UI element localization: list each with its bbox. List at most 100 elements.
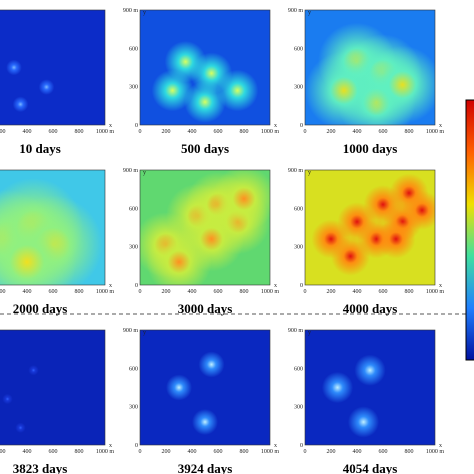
- x-tick-label: 600: [214, 289, 223, 295]
- plume: [15, 422, 26, 433]
- x-tick-label: 400: [23, 129, 32, 135]
- panel-caption: 3924 days: [178, 461, 233, 474]
- y-tick-label: 300: [129, 405, 138, 411]
- plume: [184, 81, 226, 123]
- x-tick-label: 400: [23, 289, 32, 295]
- x-tick-label: 200: [162, 129, 171, 135]
- y-tick-label: 0: [135, 443, 138, 449]
- y-axis-label: y: [143, 170, 146, 176]
- x-tick-label: 1000 m: [261, 289, 280, 295]
- panel-caption: 1000 days: [343, 141, 398, 156]
- plume: [402, 190, 435, 230]
- x-tick-label: 1000 m: [96, 289, 115, 295]
- x-axis-label: x: [109, 283, 112, 289]
- plume: [28, 365, 39, 376]
- x-tick-label: 600: [379, 129, 388, 135]
- y-tick-label: 900 m: [288, 168, 304, 174]
- x-tick-label: 600: [49, 449, 58, 455]
- x-tick-label: 400: [23, 449, 32, 455]
- plume: [211, 170, 270, 232]
- y-tick-label: 300: [294, 85, 303, 91]
- plume: [6, 59, 22, 76]
- x-tick-label: 800: [75, 449, 84, 455]
- colorbar: [465, 99, 474, 361]
- x-tick-label: 200: [0, 449, 6, 455]
- heatmap-panel: [0, 170, 105, 285]
- x-tick-label: 800: [240, 129, 249, 135]
- y-tick-label: 600: [294, 46, 303, 52]
- plume: [0, 212, 77, 285]
- x-tick-label: 800: [75, 289, 84, 295]
- x-tick-label: 200: [0, 129, 6, 135]
- x-tick-label: 800: [405, 289, 414, 295]
- y-tick-label: 900 m: [123, 8, 139, 14]
- x-tick-label: 0: [304, 289, 307, 295]
- x-tick-label: 800: [240, 289, 249, 295]
- plume: [363, 45, 435, 124]
- y-tick-label: 0: [135, 283, 138, 289]
- plume: [216, 69, 259, 112]
- panel-frame: [304, 169, 436, 286]
- x-tick-label: 1000 m: [426, 289, 445, 295]
- plume: [38, 79, 55, 95]
- x-tick-label: 800: [75, 129, 84, 135]
- plume: [347, 406, 380, 438]
- x-axis-label: x: [439, 443, 442, 449]
- x-tick-label: 800: [240, 449, 249, 455]
- panel-caption: 10 days: [19, 141, 61, 156]
- x-tick-label: 0: [139, 129, 142, 135]
- x-tick-label: 0: [304, 449, 307, 455]
- heatmap-panel: [140, 10, 270, 125]
- x-tick-label: 1000 m: [261, 449, 280, 455]
- x-tick-label: 1000 m: [261, 129, 280, 135]
- x-tick-label: 200: [0, 289, 6, 295]
- y-tick-label: 900 m: [288, 328, 304, 334]
- y-axis-label: y: [308, 10, 311, 16]
- heatmap-panel: [305, 330, 435, 445]
- panel-frame: [139, 9, 271, 126]
- panel-caption: 3823 days: [13, 461, 68, 474]
- x-tick-label: 400: [188, 289, 197, 295]
- x-tick-label: 200: [162, 289, 171, 295]
- y-tick-label: 0: [300, 443, 303, 449]
- x-tick-label: 600: [379, 289, 388, 295]
- x-axis-label: x: [274, 443, 277, 449]
- panel-frame: [304, 329, 436, 446]
- panel-caption: 4000 days: [343, 301, 398, 316]
- plume: [354, 354, 386, 386]
- heatmap-panel: [0, 330, 105, 445]
- y-tick-label: 600: [294, 366, 303, 372]
- y-axis-label: y: [143, 10, 146, 16]
- panel-frame: [139, 329, 271, 446]
- y-tick-label: 600: [294, 206, 303, 212]
- x-axis-label: x: [274, 123, 277, 129]
- y-tick-label: 300: [129, 245, 138, 251]
- x-tick-label: 400: [353, 449, 362, 455]
- x-tick-label: 200: [327, 289, 336, 295]
- x-tick-label: 800: [405, 449, 414, 455]
- plume: [376, 219, 416, 259]
- heatmap-panel: [140, 330, 270, 445]
- heatmap-panel: [305, 10, 435, 125]
- x-tick-label: 1000 m: [96, 449, 115, 455]
- y-tick-label: 300: [129, 85, 138, 91]
- y-tick-label: 600: [129, 206, 138, 212]
- y-tick-label: 0: [300, 283, 303, 289]
- panel-frame: [0, 9, 106, 126]
- y-axis-label: y: [308, 170, 311, 176]
- x-tick-label: 400: [188, 449, 197, 455]
- plume: [321, 371, 354, 404]
- plume: [2, 393, 13, 405]
- plume: [305, 51, 383, 125]
- x-axis-label: x: [109, 123, 112, 129]
- y-tick-label: 300: [294, 245, 303, 251]
- panel-frame: [0, 169, 106, 286]
- y-axis-label: y: [143, 330, 146, 336]
- plume: [12, 96, 29, 113]
- x-axis-label: x: [109, 443, 112, 449]
- x-tick-label: 800: [405, 129, 414, 135]
- y-tick-label: 600: [129, 46, 138, 52]
- x-tick-label: 600: [214, 129, 223, 135]
- plume: [198, 351, 225, 378]
